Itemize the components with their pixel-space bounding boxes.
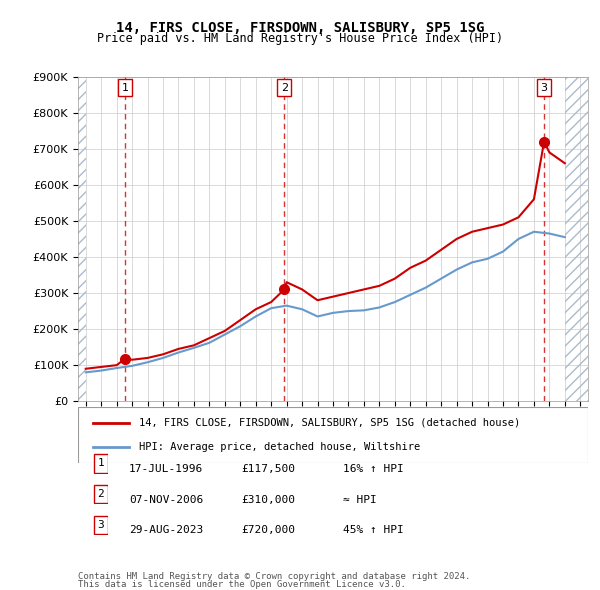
Text: 3: 3 xyxy=(97,520,104,530)
Text: £310,000: £310,000 xyxy=(241,495,295,504)
Text: £117,500: £117,500 xyxy=(241,464,295,474)
FancyBboxPatch shape xyxy=(94,485,107,503)
Text: 45% ↑ HPI: 45% ↑ HPI xyxy=(343,526,404,535)
Text: This data is licensed under the Open Government Licence v3.0.: This data is licensed under the Open Gov… xyxy=(78,580,406,589)
Text: HPI: Average price, detached house, Wiltshire: HPI: Average price, detached house, Wilt… xyxy=(139,442,421,453)
Text: ≈ HPI: ≈ HPI xyxy=(343,495,377,504)
Text: 07-NOV-2006: 07-NOV-2006 xyxy=(129,495,203,504)
Text: 1: 1 xyxy=(97,458,104,468)
FancyBboxPatch shape xyxy=(94,516,107,534)
Text: Contains HM Land Registry data © Crown copyright and database right 2024.: Contains HM Land Registry data © Crown c… xyxy=(78,572,470,581)
Text: 14, FIRS CLOSE, FIRSDOWN, SALISBURY, SP5 1SG (detached house): 14, FIRS CLOSE, FIRSDOWN, SALISBURY, SP5… xyxy=(139,418,520,428)
Text: Price paid vs. HM Land Registry's House Price Index (HPI): Price paid vs. HM Land Registry's House … xyxy=(97,32,503,45)
FancyBboxPatch shape xyxy=(94,454,107,473)
FancyBboxPatch shape xyxy=(78,407,588,463)
Text: £720,000: £720,000 xyxy=(241,526,295,535)
Text: 1: 1 xyxy=(121,83,128,93)
Text: 2: 2 xyxy=(281,83,288,93)
Text: 3: 3 xyxy=(541,83,548,93)
Text: 14, FIRS CLOSE, FIRSDOWN, SALISBURY, SP5 1SG: 14, FIRS CLOSE, FIRSDOWN, SALISBURY, SP5… xyxy=(116,21,484,35)
Text: 29-AUG-2023: 29-AUG-2023 xyxy=(129,526,203,535)
Text: 2: 2 xyxy=(97,489,104,499)
Text: 17-JUL-1996: 17-JUL-1996 xyxy=(129,464,203,474)
Text: 16% ↑ HPI: 16% ↑ HPI xyxy=(343,464,404,474)
